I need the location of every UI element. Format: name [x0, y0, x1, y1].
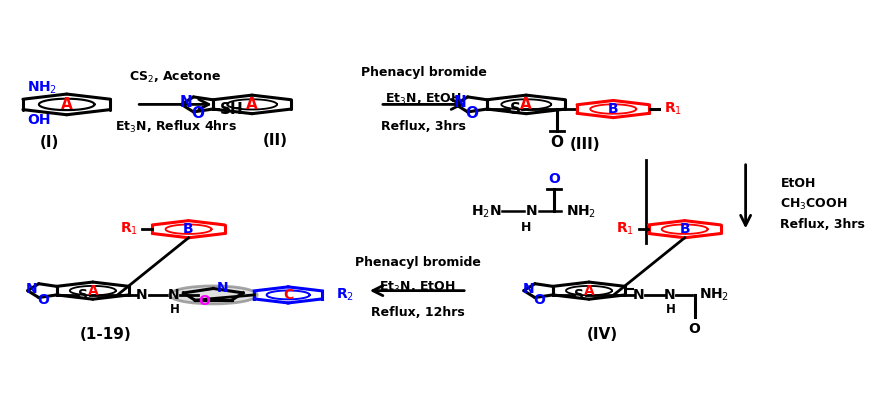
Text: (III): (III) [570, 138, 600, 152]
Text: A: A [246, 97, 258, 112]
Text: H: H [170, 304, 180, 316]
Text: OH: OH [27, 113, 51, 127]
Text: NH$_2$: NH$_2$ [699, 287, 729, 303]
Text: Reflux, 12hrs: Reflux, 12hrs [370, 306, 464, 318]
Text: Et$_3$N, EtOH: Et$_3$N, EtOH [379, 280, 455, 295]
Text: N: N [523, 282, 534, 296]
Text: N: N [664, 288, 675, 302]
Text: A: A [61, 97, 73, 112]
Text: O: O [191, 107, 205, 121]
Text: A: A [584, 284, 595, 298]
Text: Reflux, 3hrs: Reflux, 3hrs [781, 218, 866, 231]
Text: (1-19): (1-19) [80, 327, 132, 342]
Ellipse shape [169, 286, 257, 304]
Text: R$_1$: R$_1$ [120, 221, 138, 237]
Text: (IV): (IV) [587, 327, 618, 342]
Text: N: N [633, 288, 644, 302]
Text: A: A [520, 97, 532, 112]
Text: O: O [548, 172, 560, 186]
Text: O: O [550, 135, 563, 150]
Text: N: N [27, 282, 38, 296]
Text: S: S [78, 288, 88, 302]
Text: Et$_3$N, EtOH: Et$_3$N, EtOH [385, 92, 462, 107]
Text: H: H [666, 304, 676, 316]
Text: R$_1$: R$_1$ [664, 101, 682, 117]
Text: NH$_2$: NH$_2$ [27, 80, 58, 96]
Text: SH: SH [220, 102, 244, 117]
Text: N: N [454, 95, 466, 110]
Text: (II): (II) [263, 134, 288, 148]
Text: Phenacyl bromide: Phenacyl bromide [354, 257, 480, 269]
Text: A: A [88, 284, 98, 298]
Text: B: B [608, 102, 618, 116]
Text: R$_2$: R$_2$ [336, 287, 354, 303]
Text: Et$_3$N, Reflux 4hrs: Et$_3$N, Reflux 4hrs [114, 119, 237, 135]
Text: C: C [283, 288, 293, 302]
Text: N: N [525, 204, 537, 218]
Text: S: S [574, 288, 584, 302]
Text: H$_2$N: H$_2$N [471, 203, 501, 219]
Text: R$_1$: R$_1$ [616, 221, 634, 237]
Text: O: O [198, 294, 210, 308]
Text: B: B [183, 222, 194, 236]
Text: EtOH: EtOH [781, 177, 816, 190]
Text: H: H [521, 221, 532, 234]
Text: O: O [533, 292, 545, 306]
Text: O: O [37, 292, 49, 306]
Text: B: B [680, 222, 690, 236]
Text: O: O [688, 322, 701, 336]
Text: NH$_2$: NH$_2$ [566, 203, 596, 219]
Text: (I): (I) [40, 134, 59, 150]
Text: N: N [167, 288, 179, 302]
Text: O: O [465, 107, 478, 121]
Text: N: N [217, 281, 229, 296]
Text: Phenacyl bromide: Phenacyl bromide [361, 66, 486, 79]
Text: Reflux, 3hrs: Reflux, 3hrs [381, 120, 466, 133]
Text: CS$_2$, Acetone: CS$_2$, Acetone [129, 70, 222, 85]
Text: N: N [180, 95, 192, 110]
Text: N: N [136, 288, 148, 302]
Text: CH$_3$COOH: CH$_3$COOH [781, 197, 848, 212]
Text: S: S [509, 102, 520, 117]
